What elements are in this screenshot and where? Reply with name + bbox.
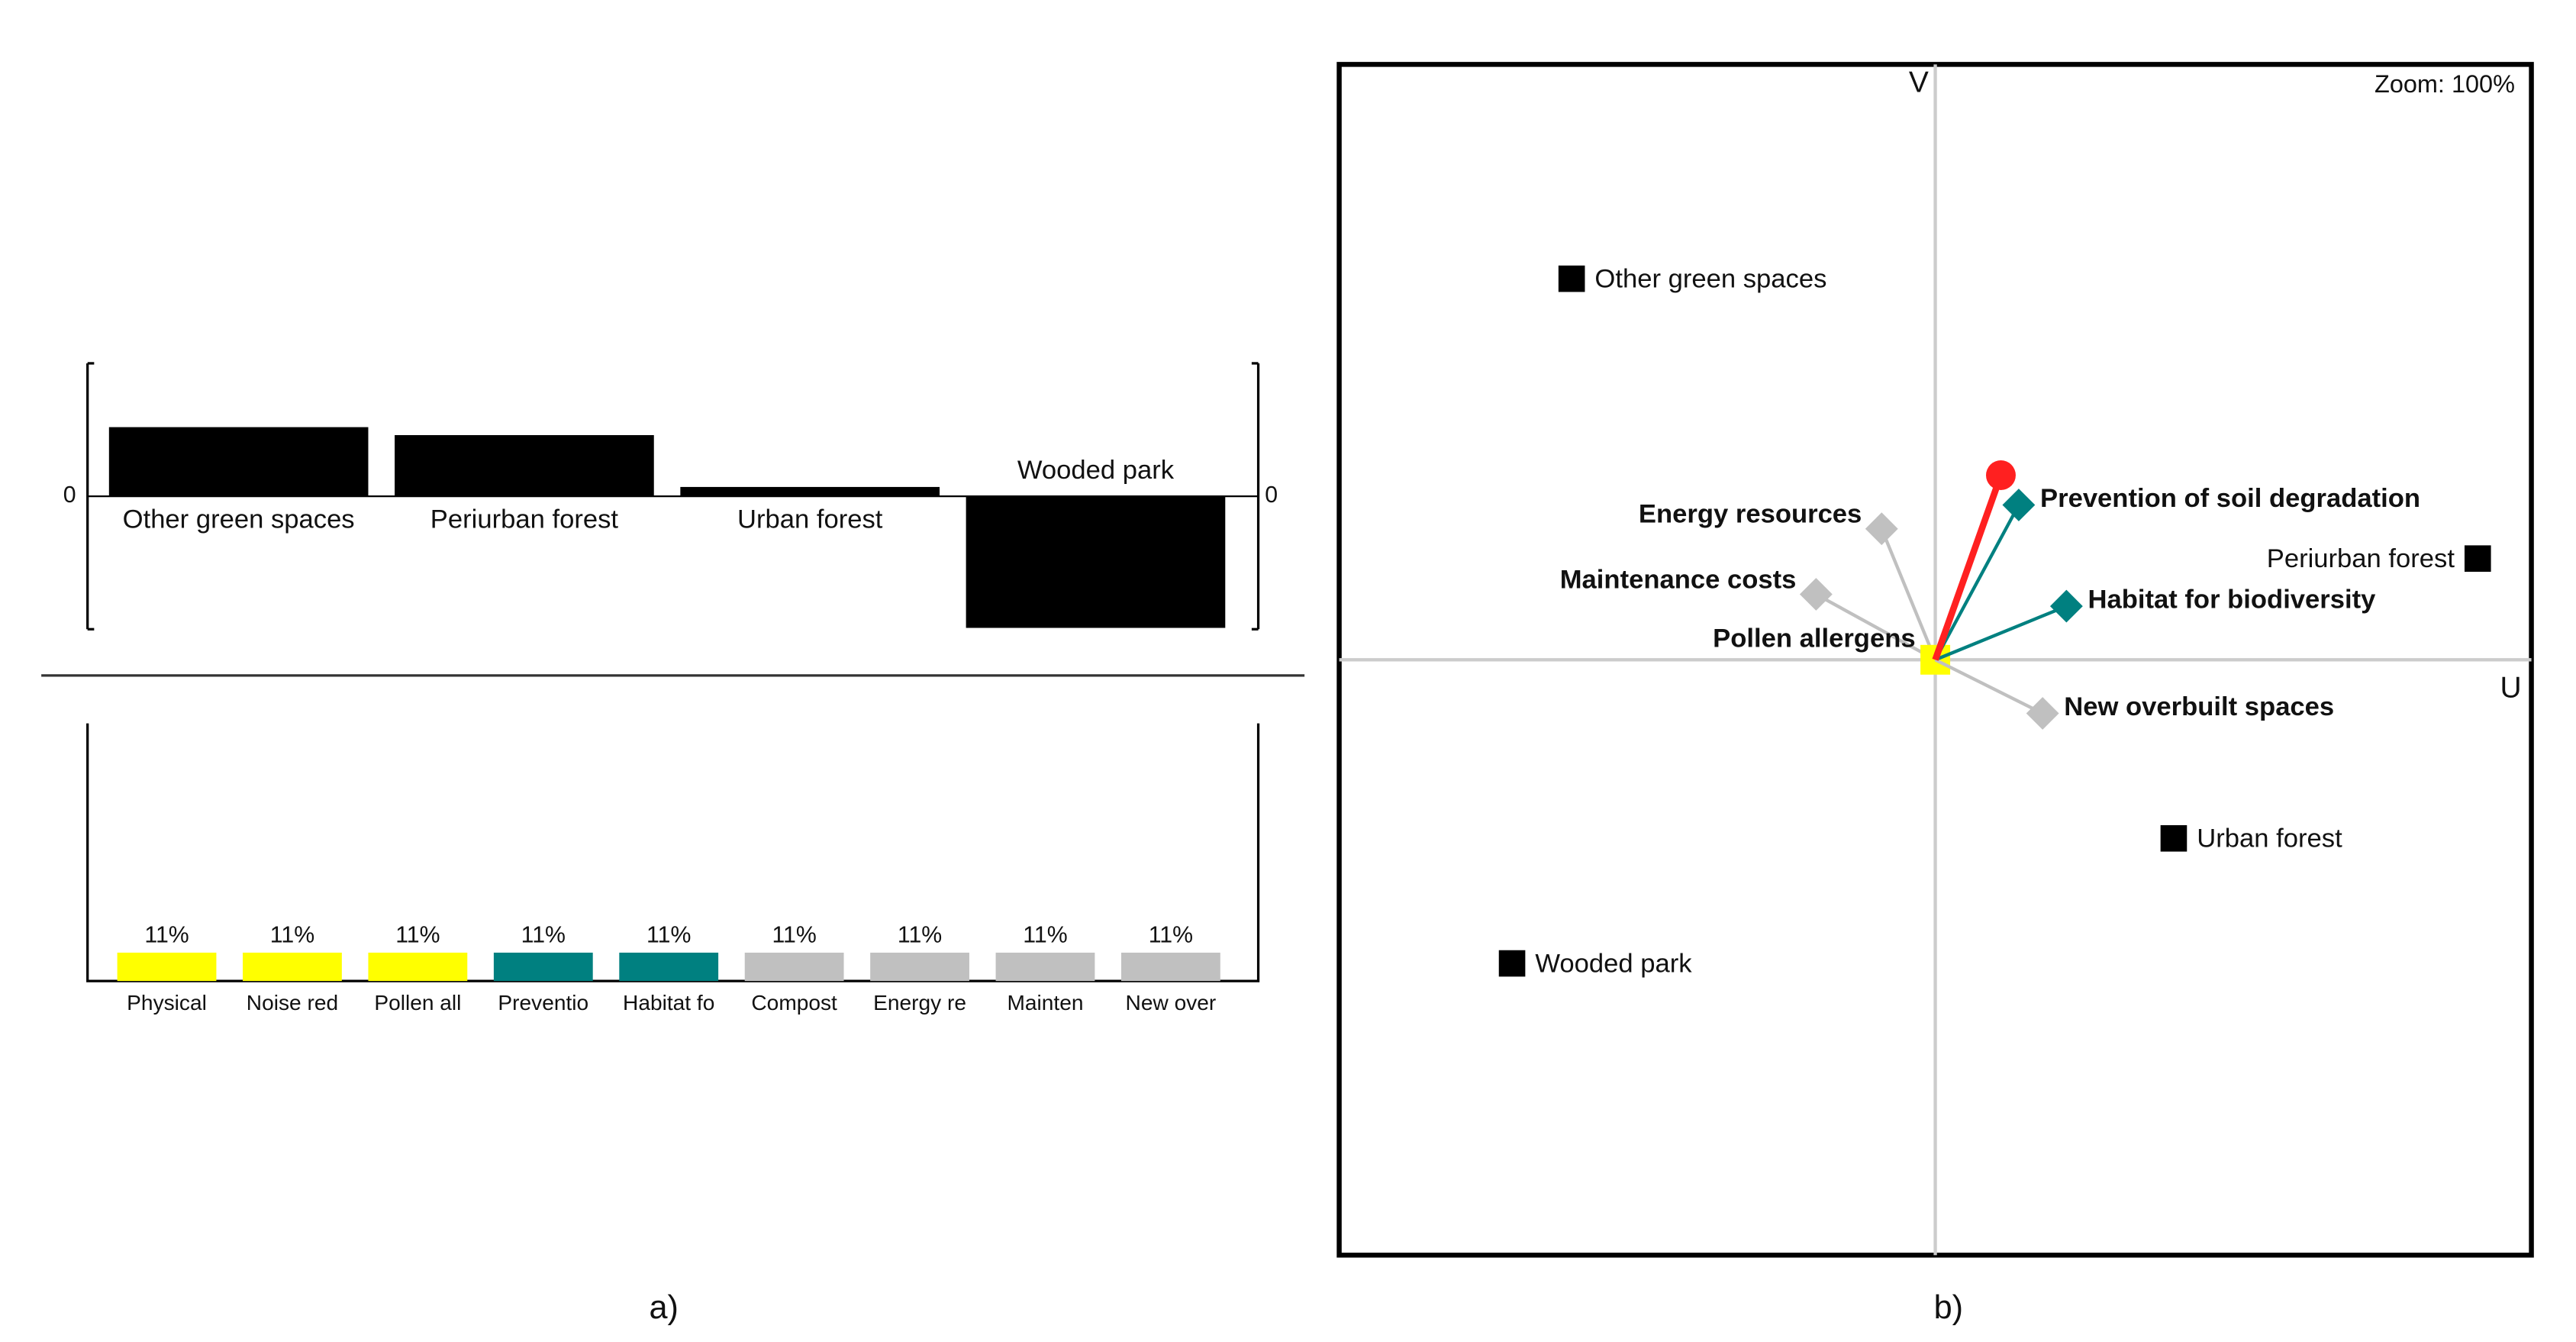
- alternative-label: Periurban forest: [2267, 544, 2455, 573]
- value-label: 11%: [521, 922, 566, 947]
- category-label: New over: [1126, 991, 1217, 1015]
- y-tick-label: 0: [63, 482, 76, 508]
- criterion-marker: [1799, 578, 1833, 611]
- category-label: Energy re: [873, 991, 966, 1015]
- caption: b): [1934, 1289, 1963, 1326]
- criterion-marker: [2049, 589, 2083, 623]
- bar: [368, 952, 468, 982]
- bar: [493, 952, 593, 982]
- category-label: Mainten: [1007, 991, 1083, 1015]
- criterion-axis: [1934, 658, 2044, 715]
- alternative-label: Other green spaces: [1594, 264, 1826, 293]
- value-label: 11%: [898, 922, 942, 947]
- criterion-marker: [2026, 697, 2059, 730]
- value-label: 11%: [1023, 922, 1067, 947]
- alternative-marker: [2160, 824, 2188, 852]
- axis-label: V: [1909, 66, 1929, 99]
- criterion-label: Maintenance costs: [1560, 565, 1797, 594]
- criterion-label: Pollen allergens: [1713, 624, 1915, 653]
- category-label: Pollen all: [374, 991, 461, 1015]
- value-label: 11%: [144, 922, 189, 947]
- zoom-label: Zoom: 100%: [2374, 70, 2515, 98]
- bar: [117, 952, 217, 982]
- decision-stick: [1932, 474, 2004, 661]
- bar: [680, 486, 940, 497]
- bar: [870, 952, 969, 982]
- value-label: 11%: [1149, 922, 1193, 947]
- category-label: Wooded park: [1017, 456, 1175, 485]
- caption: a): [649, 1289, 678, 1326]
- alternative-marker: [1558, 265, 1585, 292]
- category-label: Physical: [127, 991, 207, 1015]
- value-label: 11%: [270, 922, 314, 947]
- value-label: 11%: [772, 922, 816, 947]
- criterion-axis: [1815, 592, 1936, 662]
- bar: [1120, 952, 1220, 982]
- criterion-axis: [1933, 504, 2020, 661]
- bar: [966, 496, 1226, 628]
- category-label: Other green spaces: [123, 505, 355, 534]
- category-label: Urban forest: [737, 505, 883, 534]
- decision-stick-head: [1986, 460, 2016, 490]
- alternative-label: Urban forest: [2197, 824, 2342, 853]
- category-label: Periurban forest: [430, 505, 619, 534]
- bar: [995, 952, 1095, 982]
- y-tick-label: 0: [1265, 482, 1278, 508]
- axis-label: U: [2500, 672, 2521, 705]
- category-label: Preventio: [498, 991, 588, 1015]
- bar: [395, 434, 654, 497]
- category-label: Habitat fo: [623, 991, 714, 1015]
- criterion-axis: [1880, 527, 1937, 661]
- alternative-label: Wooded park: [1535, 949, 1692, 978]
- value-label: 11%: [395, 922, 440, 947]
- bar: [619, 952, 719, 982]
- value-label: 11%: [646, 922, 691, 947]
- criterion-label: Prevention of soil degradation: [2040, 484, 2420, 513]
- criterion-label: Habitat for biodiversity: [2088, 586, 2377, 615]
- alternative-marker: [1498, 950, 1526, 977]
- bar: [744, 952, 844, 982]
- bar: [243, 952, 342, 982]
- criterion-marker: [1865, 512, 1898, 546]
- category-label: Compost: [751, 991, 837, 1015]
- alternative-marker: [2464, 545, 2491, 573]
- criterion-axis: [1934, 605, 2068, 662]
- category-label: Noise red: [247, 991, 338, 1015]
- criterion-label: Energy resources: [1639, 500, 1862, 529]
- bar: [108, 427, 369, 497]
- criterion-marker: [2002, 489, 2036, 521]
- criterion-label: New overbuilt spaces: [2064, 692, 2334, 721]
